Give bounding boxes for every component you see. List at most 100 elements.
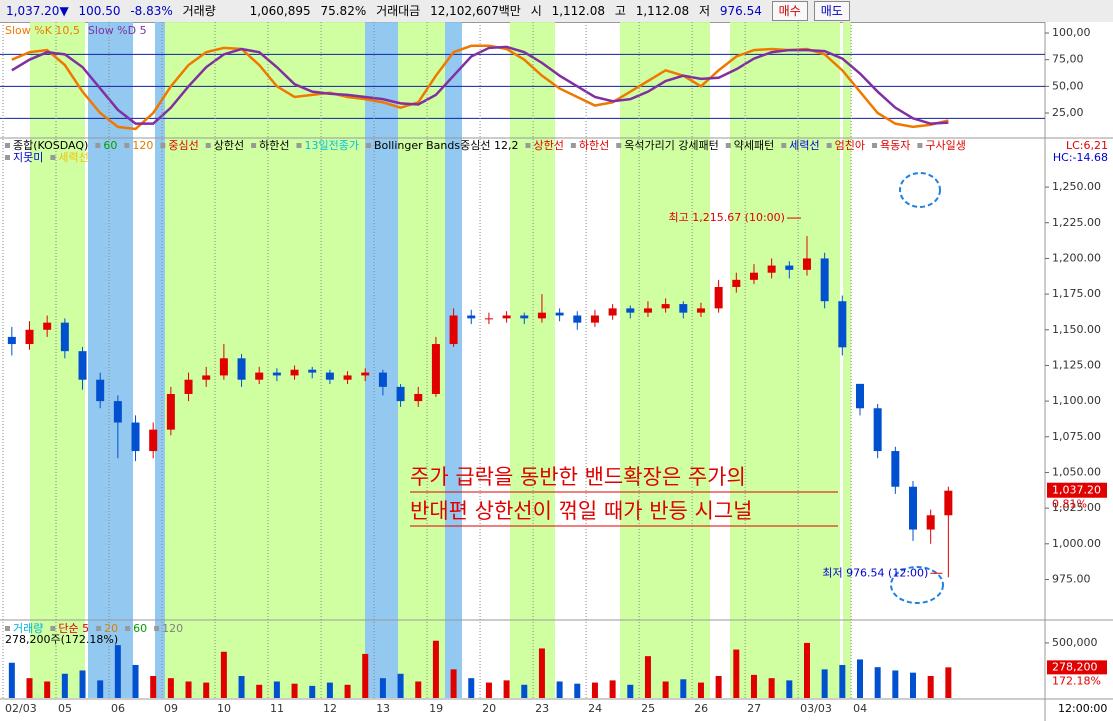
volume-bar <box>309 685 316 698</box>
buy-button[interactable]: 매수 <box>771 1 808 21</box>
legend-label: 60 <box>133 622 147 635</box>
last-volume-pct: 172.18% <box>1052 674 1101 687</box>
y-tick-label: 1,150.00 <box>1052 323 1101 336</box>
legend-label: 하한선 <box>579 138 609 152</box>
legend-swatch <box>95 143 101 148</box>
header: 1,037.20▼ 100.50 -8.83% 거래량 1,060,895 75… <box>0 0 1113 23</box>
candle-body <box>308 369 317 373</box>
x-tick-label: 10 <box>217 702 231 715</box>
legend-swatch <box>296 143 302 148</box>
volume-bar <box>892 670 899 698</box>
signal-shading <box>30 22 851 698</box>
volume-bar <box>485 682 492 698</box>
legend-label: 상한선 <box>533 139 563 152</box>
sell-button[interactable]: 매도 <box>813 1 850 21</box>
candle-body <box>537 312 546 319</box>
y-tick-label: 1,125.00 <box>1052 358 1101 371</box>
candle-body <box>414 393 423 402</box>
volume-bar <box>662 681 669 698</box>
low-note: 최저 976.54 (12:00) <box>822 566 928 579</box>
legend-swatch <box>5 626 10 631</box>
x-tick-label: 09 <box>164 702 178 715</box>
last-price-box <box>1047 482 1107 498</box>
change: 100.50 <box>78 4 121 18</box>
y-tick-label: 1,050.00 <box>1052 465 1101 478</box>
volume-bar <box>167 678 174 698</box>
legend-swatch <box>725 143 731 148</box>
candle-body <box>25 329 34 345</box>
legend-swatch <box>781 143 787 148</box>
legend-label: 지못미 <box>13 151 43 164</box>
volume-bar <box>362 653 369 698</box>
candle-body <box>272 372 281 376</box>
volume-bar <box>432 640 439 698</box>
legend-swatch <box>96 626 102 631</box>
candle-body <box>926 515 935 530</box>
volume-bar <box>44 681 51 698</box>
x-tick-label: 23 <box>535 702 549 715</box>
volume-bar <box>768 678 775 698</box>
y-tick-label: 1,000.00 <box>1052 537 1101 550</box>
y-tick-label: 1,100.00 <box>1052 394 1101 407</box>
volume-note: 278,200주(172.18%) <box>5 633 118 646</box>
volume-bar <box>79 670 86 698</box>
legend-swatch <box>616 143 622 148</box>
volume-bar <box>97 680 104 698</box>
legend-label: 거래량 <box>13 622 43 635</box>
volume-bar <box>910 672 917 698</box>
highlight-circle <box>890 566 944 604</box>
value: 976.54 <box>719 4 762 18</box>
axis-area <box>1045 22 1113 721</box>
candle-body <box>113 401 122 423</box>
legend-label: 약세패턴 <box>734 138 774 152</box>
volume-bar <box>132 664 139 698</box>
volume-bar <box>521 684 528 698</box>
legend-swatch <box>570 143 576 148</box>
volume-bar <box>114 645 121 698</box>
candle-body <box>873 408 882 452</box>
legend-label: 세력선 <box>789 139 819 152</box>
candle-body <box>131 422 140 452</box>
legend-swatch <box>50 155 56 160</box>
high-note: 최고 1,215.67 (10:00) <box>668 211 785 224</box>
y-tick-label: 25,00 <box>1052 106 1084 119</box>
volume-bar <box>397 673 404 698</box>
x-tick-label: 03/03 <box>800 702 832 715</box>
x-tick-label: 02/03 <box>5 702 37 715</box>
candle-body <box>661 304 670 309</box>
volume-bar <box>8 662 15 698</box>
last-volume-label: 278,200 <box>1052 660 1098 673</box>
x-tick-label: 19 <box>429 702 443 715</box>
candle-body <box>184 379 193 394</box>
candle-body <box>909 486 918 530</box>
legend-swatch <box>125 626 131 631</box>
legend-label: Slow %D 5 <box>88 24 147 37</box>
volume-bar <box>627 684 634 698</box>
label: 저 <box>698 4 711 18</box>
y-tick-label: 1,175.00 <box>1052 287 1101 300</box>
candle-body <box>166 393 175 430</box>
volume-bar <box>203 682 210 698</box>
legend-label: 단순 5 <box>58 622 89 635</box>
legend-label: 20 <box>104 622 118 635</box>
candle-body <box>78 351 87 380</box>
candle-body <box>343 375 352 380</box>
candle-body <box>325 372 334 380</box>
candle-body <box>149 429 158 452</box>
volume-bar <box>379 678 386 698</box>
candle-body <box>696 308 705 313</box>
direction: ▼ <box>59 4 69 18</box>
label: 거래대금 <box>376 4 421 18</box>
candle-body <box>944 490 953 516</box>
volume-bar <box>945 667 952 698</box>
volume-bar <box>927 675 934 698</box>
volume-bar <box>503 680 510 698</box>
note: 반대편 상한선이 꺾일 때가 반등 시그널 <box>410 499 753 523</box>
legend-swatch <box>872 143 878 148</box>
legend-label: 60 <box>103 139 117 152</box>
candle-body <box>590 315 599 323</box>
candle-body <box>502 315 511 319</box>
volume-bar <box>256 684 263 698</box>
candle-body <box>202 375 211 380</box>
candle-body <box>802 258 811 270</box>
